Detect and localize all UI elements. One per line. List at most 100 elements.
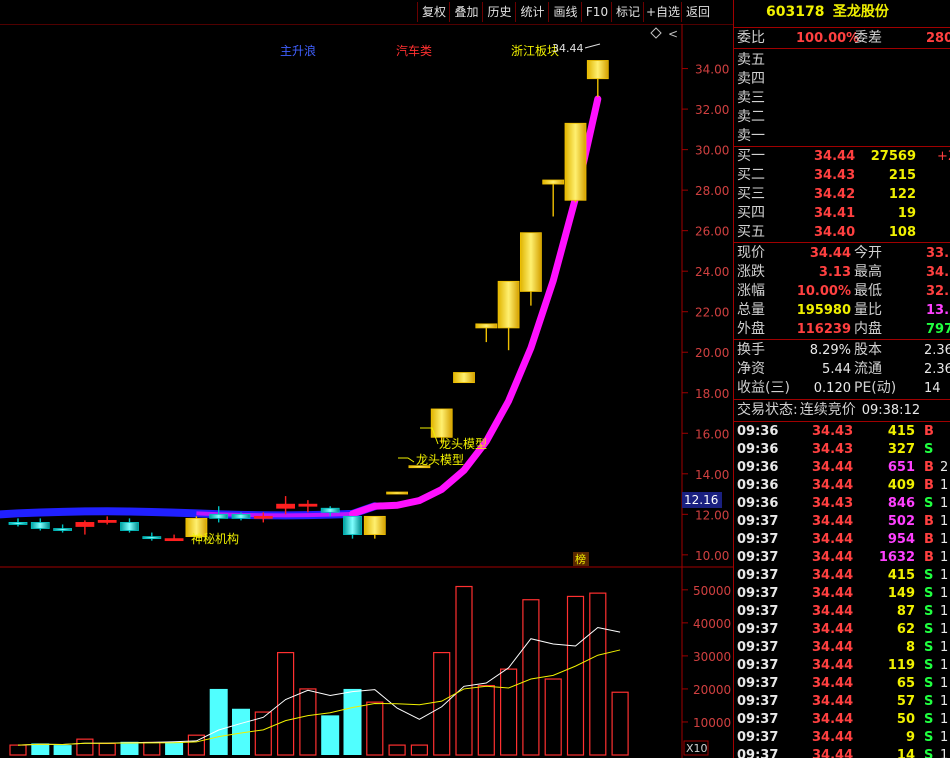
tick-volume: 9 [905,730,915,745]
candle[interactable] [520,232,542,292]
toolbar-button-0[interactable]: 复权 [417,2,450,22]
candle[interactable] [453,372,475,384]
tick-time: 09:37 [737,604,779,619]
candle[interactable] [408,465,431,469]
buy-price[interactable]: 34.42 [814,187,856,202]
candle[interactable] [276,503,296,509]
tick-count: 1 [940,748,949,758]
volume-bar[interactable] [433,651,451,756]
candle[interactable] [97,519,117,523]
candle[interactable] [475,323,498,329]
volume-bar[interactable] [366,701,384,756]
tick-count: 1 [940,604,949,619]
candle[interactable] [8,522,28,525]
candle[interactable] [53,528,72,531]
candle[interactable] [30,522,50,529]
fin-label-2: 股本 [854,342,882,358]
volume-bar[interactable] [98,742,116,756]
buy-price[interactable]: 34.40 [814,225,856,240]
tick-volume: 57 [896,694,915,709]
toolbar-button-1[interactable]: 叠加 [449,2,483,22]
toolbar-button-3[interactable]: 统计 [515,2,549,22]
toolbar-button-4[interactable]: 画线 [548,2,582,22]
trade-status-row: 交易状态: 连续竞价 09:38:12 [737,401,920,420]
volume-bar[interactable] [143,741,161,756]
buy-price[interactable]: 34.41 [814,206,856,221]
candle[interactable] [209,513,229,519]
candle[interactable] [343,515,362,535]
candle[interactable] [564,122,587,201]
tick-side: S [924,496,934,511]
candle[interactable] [120,522,139,531]
tick-volume: 327 [887,442,915,457]
buy-price[interactable]: 34.43 [814,168,856,183]
tick-volume: 8 [905,640,915,655]
candle[interactable] [142,536,162,540]
volume-bar[interactable] [388,744,406,756]
volume-axis: 50000 40000 30000 20000 10000 [682,584,731,730]
volume-bar[interactable] [120,741,139,755]
volume-bar[interactable] [76,738,94,756]
candle[interactable] [185,517,208,538]
volume-bar[interactable] [277,651,295,756]
candle[interactable] [320,507,340,513]
volume-bar[interactable] [53,745,72,755]
volume-bar[interactable] [500,668,518,756]
candle[interactable] [497,280,520,329]
volume-bar[interactable] [589,592,607,756]
toolbar-button-2[interactable]: 历史 [482,2,516,22]
buy-volume: 19 [897,206,916,221]
volume-bar[interactable] [321,715,340,755]
volume-bar[interactable] [343,688,362,755]
candle[interactable] [430,408,453,438]
volume-bar[interactable] [299,688,317,756]
tick-time: 09:37 [737,568,779,583]
buy-price[interactable]: 34.44 [814,149,856,164]
chevron-left-icon[interactable]: < [668,27,678,41]
tick-time: 09:37 [737,712,779,727]
volume-bar[interactable] [9,744,27,756]
volume-bar[interactable] [187,734,205,756]
fin-value-2: 14 [924,381,941,396]
toolbar-button-8[interactable]: 返回 [681,2,714,22]
status-value: 连续竞价 [799,402,856,418]
rank-badge[interactable] [573,552,589,566]
volume-bar[interactable] [455,585,473,756]
candle[interactable] [386,491,409,495]
volume-bar[interactable] [31,743,50,755]
buy-volume: 122 [888,187,916,202]
tick-time: 09:37 [737,514,779,529]
toolbar-button-6[interactable]: 标记 [611,2,644,22]
candle[interactable] [298,503,318,507]
candle[interactable] [231,513,251,519]
volume-bar[interactable] [165,741,184,755]
candle[interactable] [253,515,273,519]
candle[interactable] [363,515,386,535]
dragon-marker-2 [398,457,415,463]
weibi-row: 委比 [737,29,765,48]
volume-bar[interactable] [611,691,629,756]
volume-bar[interactable] [209,688,228,755]
candle[interactable] [75,522,95,527]
candle[interactable] [542,179,565,185]
volume-bar[interactable] [544,678,562,756]
volume-bar[interactable] [254,711,272,756]
volume-bar[interactable] [566,595,585,756]
toolbar-button-5[interactable]: F10 [581,2,612,22]
buy-level-label: 买三 [737,186,765,202]
candle[interactable] [164,538,184,542]
volume-bar[interactable] [522,599,540,756]
annotation-dragon-1: 龙头模型 [439,437,487,451]
kline-chart[interactable]: 34.00 32.00 30.00 28.00 26.00 24.00 22.00 20.00… [0,0,733,758]
diamond-icon[interactable] [650,27,662,39]
tick-volume: 502 [887,514,915,529]
buy-change: +2 [937,149,950,164]
volume-bar[interactable] [410,744,428,756]
tick-count: 1 [940,730,949,745]
volume-bar[interactable] [477,685,495,756]
toolbar-button-7[interactable]: +自选 [643,2,682,22]
volume-bar[interactable] [232,708,250,755]
stat-value: 195980 [796,303,851,318]
tick-count: 1 [940,514,949,529]
candle[interactable] [586,60,609,80]
